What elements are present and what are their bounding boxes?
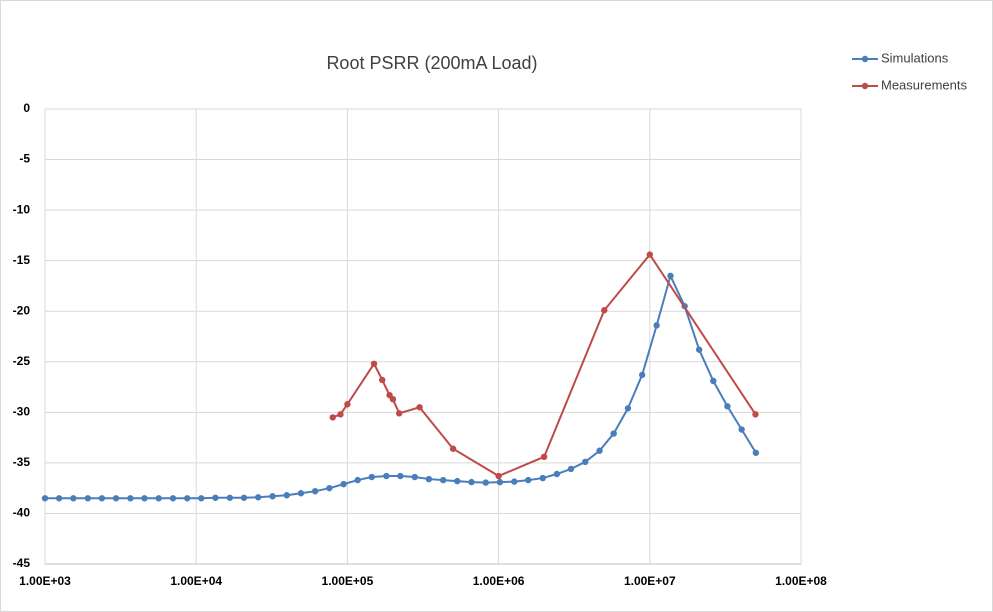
y-tick-label: -30 <box>13 405 31 419</box>
legend-label: Simulations <box>881 50 949 65</box>
data-point <box>337 411 344 418</box>
data-point <box>326 484 333 492</box>
data-point <box>582 458 589 466</box>
data-point <box>646 251 653 258</box>
data-point <box>724 403 731 410</box>
data-point <box>454 477 461 485</box>
data-point <box>254 494 262 501</box>
data-point <box>169 495 177 502</box>
data-point <box>667 272 674 280</box>
data-point <box>41 495 49 502</box>
data-point <box>752 411 759 418</box>
x-tick-label: 1.00E+03 <box>19 574 71 588</box>
data-point <box>638 371 646 379</box>
y-tick-label: -25 <box>13 354 31 368</box>
data-point <box>112 495 120 502</box>
data-point <box>496 478 504 486</box>
data-point <box>553 470 561 478</box>
data-point <box>416 404 423 411</box>
data-point <box>397 472 404 480</box>
data-point <box>368 473 375 481</box>
data-point <box>141 495 148 502</box>
x-tick-label: 1.00E+06 <box>473 574 525 588</box>
data-point <box>495 472 502 480</box>
data-point <box>370 360 378 367</box>
data-point <box>389 395 397 403</box>
data-point <box>601 307 608 314</box>
data-point <box>567 465 575 473</box>
data-point <box>439 476 447 484</box>
data-point <box>84 495 92 502</box>
data-point <box>482 479 489 486</box>
data-point <box>212 494 219 501</box>
data-point <box>411 473 418 481</box>
data-point <box>240 494 248 501</box>
data-point <box>198 495 205 502</box>
data-point <box>283 492 290 499</box>
data-point <box>184 495 191 502</box>
data-point <box>311 488 319 495</box>
data-point <box>226 494 234 501</box>
y-tick-label: -40 <box>13 506 31 520</box>
x-tick-label: 1.00E+08 <box>775 574 827 588</box>
legend-swatch <box>861 55 869 63</box>
legend-label: Measurements <box>881 77 967 92</box>
data-point <box>55 495 63 502</box>
data-point <box>340 480 347 488</box>
data-point <box>738 426 745 433</box>
data-point <box>624 405 632 412</box>
x-tick-label: 1.00E+05 <box>322 574 374 588</box>
y-tick-label: -10 <box>13 202 31 216</box>
data-point <box>98 495 106 502</box>
data-point <box>127 495 134 502</box>
data-point <box>354 476 361 484</box>
data-point <box>752 449 760 456</box>
data-point <box>155 495 162 502</box>
y-tick-label: -15 <box>13 253 31 267</box>
data-point <box>329 414 336 421</box>
data-point <box>511 478 518 485</box>
data-point <box>395 410 403 417</box>
data-point <box>344 401 351 408</box>
data-point <box>379 376 386 384</box>
data-point <box>468 478 475 486</box>
data-point <box>539 474 546 482</box>
y-tick-label: -45 <box>13 556 31 570</box>
y-tick-label: -5 <box>19 152 30 166</box>
data-point <box>449 445 457 452</box>
legend-swatch <box>861 82 869 90</box>
data-point <box>653 322 660 329</box>
chart-title: Root PSRR (200mA Load) <box>326 53 537 73</box>
y-tick-label: 0 <box>23 101 30 115</box>
data-point <box>596 447 603 454</box>
data-point <box>70 495 77 502</box>
data-point <box>695 346 703 353</box>
data-point <box>383 472 390 480</box>
data-point <box>269 493 276 500</box>
data-point <box>610 430 617 437</box>
data-point <box>540 453 548 461</box>
x-tick-label: 1.00E+07 <box>624 574 676 588</box>
data-point <box>297 490 305 497</box>
data-point <box>525 476 532 484</box>
data-point <box>425 475 433 483</box>
y-tick-label: -35 <box>13 455 31 469</box>
data-point <box>710 377 717 385</box>
x-tick-label: 1.00E+04 <box>170 574 222 588</box>
y-tick-label: -20 <box>13 303 31 317</box>
